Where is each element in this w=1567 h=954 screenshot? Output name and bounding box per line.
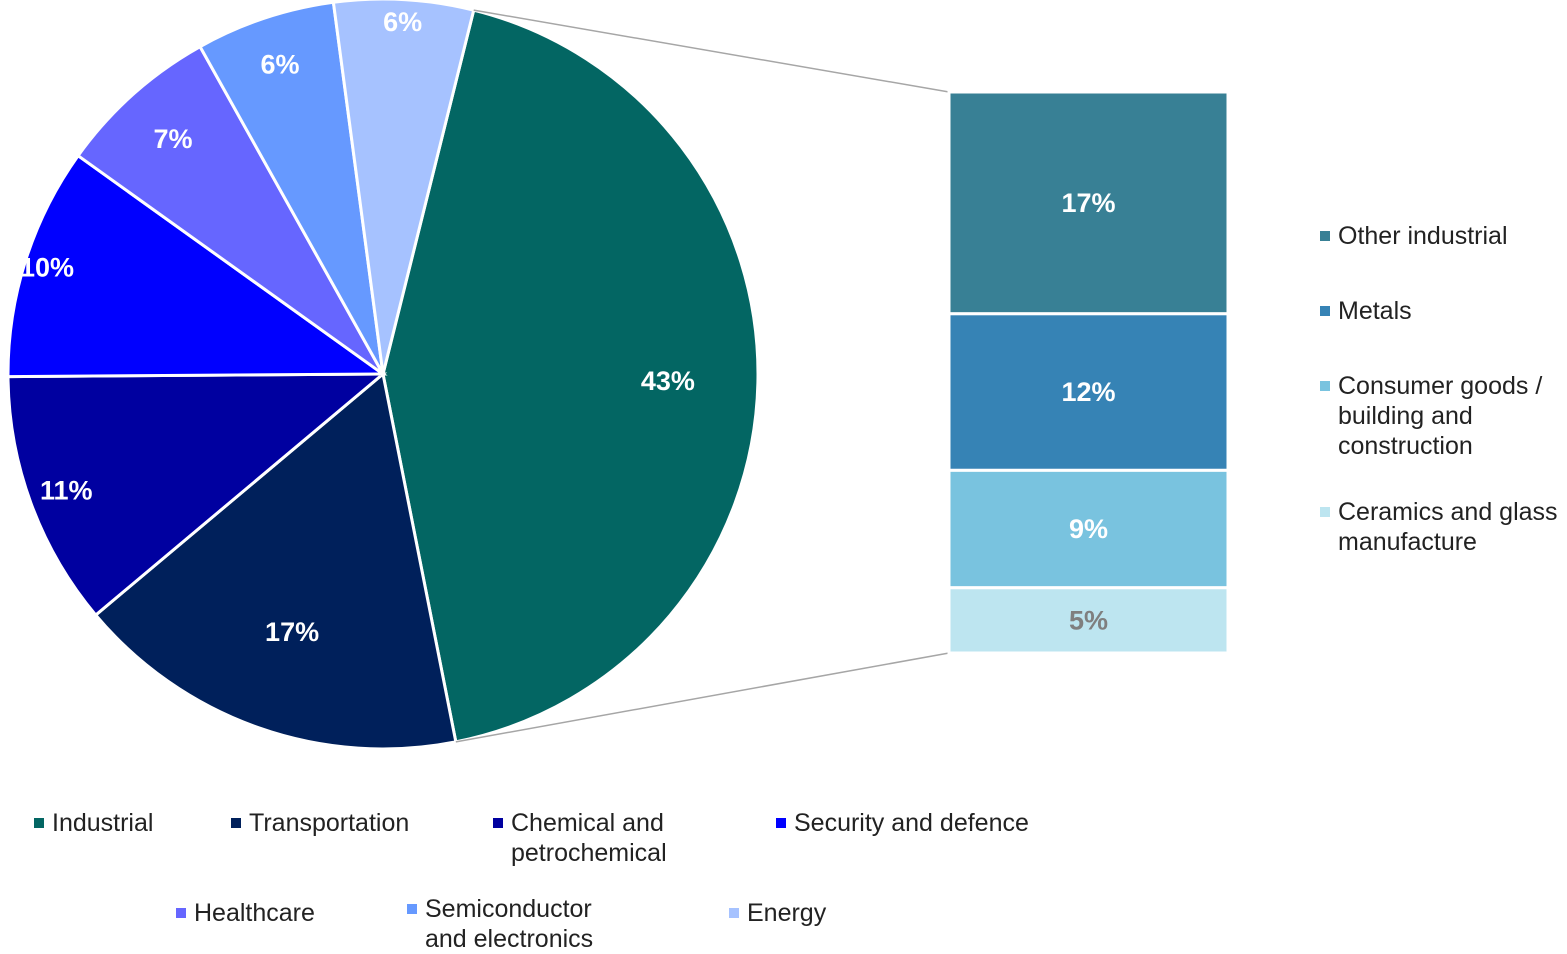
bar-legend-item-consumer-goods-building-and-construction: Consumer goods / building and constructi… xyxy=(1320,371,1542,461)
legend-swatch xyxy=(176,908,186,918)
pie-label-chemical-and-petrochemical: 11% xyxy=(40,476,93,506)
pie-slice-semiconductor-and-electronics xyxy=(198,0,385,375)
pie-legend-item-industrial: Industrial xyxy=(34,808,153,838)
legend-label: Other industrial xyxy=(1338,222,1508,250)
pie-label-semiconductor-and-electronics: 6% xyxy=(261,49,300,79)
legend-label: Security and defence xyxy=(794,809,1029,837)
pie-slice-security-and-defence xyxy=(6,153,388,379)
bar-segment-ceramics-and-glass-manufacture xyxy=(947,586,1230,655)
bar-legend-item-metals: Metals xyxy=(1320,296,1412,326)
connector-line-bottom xyxy=(455,652,950,743)
pie-label-security-and-defence: 10% xyxy=(20,252,74,282)
pie-legend-item-security-and-defence: Security and defence xyxy=(776,808,1029,838)
legend-label: Ceramics and glass manufacture xyxy=(1338,498,1558,556)
connector-lines xyxy=(455,9,950,743)
legend-swatch xyxy=(1320,306,1330,316)
legend-swatch xyxy=(1320,381,1330,391)
pie-label-transportation: 17% xyxy=(265,617,319,647)
bar-segment-other-industrial xyxy=(947,90,1230,316)
bar-label-other-industrial: 17% xyxy=(1061,188,1115,218)
legend-swatch xyxy=(729,908,739,918)
legend-label: Industrial xyxy=(52,809,154,837)
industrial-breakdown-bar: 17% 12% 9% 5% xyxy=(947,90,1230,655)
pie-legend-item-semiconductor-and-electronics: Semiconductor and electronics xyxy=(407,894,605,954)
legend-swatch xyxy=(776,818,786,828)
bar-label-consumer-goods-building-and-construction: 9% xyxy=(1069,514,1108,544)
pie-legend-item-energy: Energy xyxy=(729,898,826,928)
legend-label: Metals xyxy=(1338,297,1412,325)
legend-label: Consumer goods / building and constructi… xyxy=(1338,372,1543,460)
pie-legend-item-chemical-and-petrochemical: Chemical and petrochemical xyxy=(493,808,691,868)
legend-swatch xyxy=(1320,507,1330,517)
legend-swatch xyxy=(1320,231,1330,241)
legend-label: Semiconductor and electronics xyxy=(425,895,594,953)
legend-swatch xyxy=(493,818,503,828)
legend-swatch xyxy=(34,818,44,828)
legend-swatch xyxy=(231,818,241,828)
pie-label-energy: 6% xyxy=(383,7,422,37)
pie-legend-item-healthcare: Healthcare xyxy=(176,898,315,928)
pie-slice-industrial xyxy=(381,8,760,744)
pie-label-healthcare: 7% xyxy=(154,124,193,154)
bar-label-ceramics-and-glass-manufacture: 5% xyxy=(1069,605,1108,635)
pie-chart: 43% 17% 11% 10% 7% 6% 6% xyxy=(6,0,760,751)
pie-label-industrial: 43% xyxy=(641,366,695,396)
bar-legend-item-other-industrial: Other industrial xyxy=(1320,221,1508,251)
legend-label: Energy xyxy=(747,899,827,927)
bar-label-metals: 12% xyxy=(1061,377,1115,407)
legend-label: Chemical and petrochemical xyxy=(511,809,667,867)
legend-label: Healthcare xyxy=(194,899,315,927)
pie-legend-item-transportation: Transportation xyxy=(231,808,409,838)
legend-swatch xyxy=(407,904,417,914)
pie-slice-healthcare xyxy=(75,44,385,376)
pie-slice-transportation xyxy=(93,371,458,751)
pie-slice-chemical-and-petrochemical xyxy=(6,372,388,618)
connector-line-top xyxy=(473,9,950,93)
bar-legend-item-ceramics-and-glass-manufacture: Ceramics and glass manufacture xyxy=(1320,497,1558,557)
bar-segment-metals xyxy=(947,312,1230,472)
pie-slice-energy xyxy=(331,0,476,375)
legend-label: Transportation xyxy=(249,809,410,837)
